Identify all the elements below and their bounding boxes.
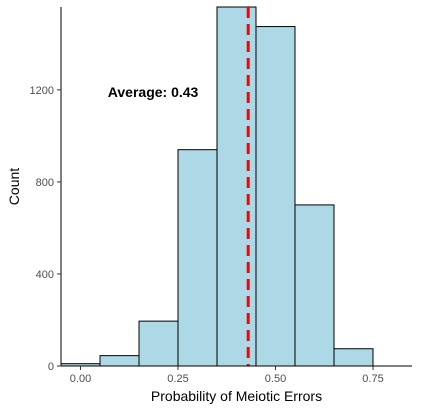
y-axis-title: Count	[6, 168, 22, 205]
y-tick-label-3: 1200	[30, 85, 54, 97]
x-tick-label-2: 0.50	[265, 373, 286, 385]
histogram-bar-2	[139, 321, 178, 366]
y-tick-label-0: 0	[48, 361, 54, 373]
histogram-bar-1	[100, 356, 139, 366]
y-tick-label-1: 400	[36, 269, 54, 281]
bars-group	[61, 7, 373, 366]
average-annotation: Average: 0.43	[108, 84, 199, 100]
histogram-bar-4	[217, 7, 256, 366]
histogram-bar-6	[295, 205, 334, 366]
histogram-bar-3	[178, 150, 217, 366]
y-tick-label-2: 800	[36, 177, 54, 189]
x-tick-label-3: 0.75	[362, 373, 383, 385]
x-axis-title: Probability of Meiotic Errors	[151, 388, 322, 404]
x-tick-label-1: 0.25	[167, 373, 188, 385]
histogram-bar-7	[334, 349, 373, 366]
histogram-bar-5	[256, 27, 295, 366]
x-tick-label-0: 0.00	[70, 373, 91, 385]
